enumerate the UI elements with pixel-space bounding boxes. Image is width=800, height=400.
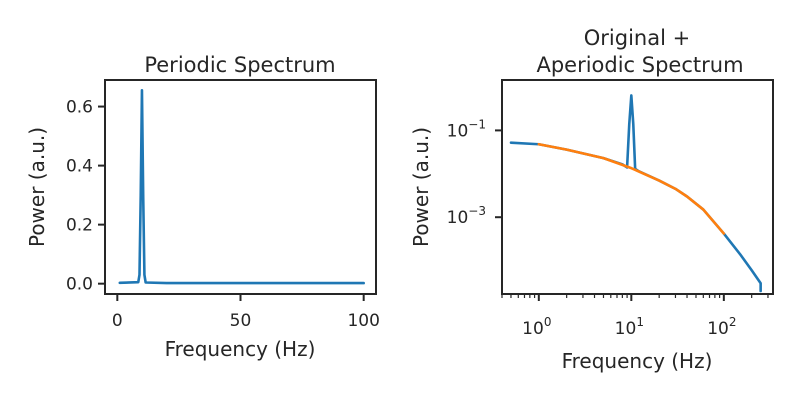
y-axis-label: Power (a.u.) bbox=[409, 127, 433, 247]
chart-title: Periodic Spectrum bbox=[144, 53, 335, 77]
plot-frame bbox=[501, 79, 774, 295]
y-tick-label: 0.2 bbox=[66, 216, 93, 236]
plot-frame bbox=[104, 79, 377, 295]
series-layer bbox=[118, 89, 365, 285]
series-line-1 bbox=[118, 89, 365, 285]
x-tick-label: 100 bbox=[347, 311, 379, 331]
x-tick-label: 0 bbox=[112, 311, 123, 331]
chart-title-line-1: Original + bbox=[584, 26, 690, 50]
y-tick-label: 10−1 bbox=[447, 117, 486, 141]
x-tick-label: 50 bbox=[230, 311, 252, 331]
series-layer bbox=[509, 94, 762, 293]
tick-layer: 100 101 102 10−1 10−3 bbox=[447, 117, 769, 339]
y-tick-label: 0.6 bbox=[66, 98, 93, 118]
y-tick-label: 0.0 bbox=[66, 275, 93, 295]
x-axis-label: Frequency (Hz) bbox=[562, 349, 713, 373]
periodic-spectrum-chart: Periodic Spectrum 0 50 100 0.0 0.2 0.4 0.6 Fre… bbox=[25, 53, 380, 361]
aperiodic-spectrum-chart: Original + Aperiodic Spectrum 100 101 1021… bbox=[409, 26, 774, 373]
tick-layer: 0 50 100 0.0 0.2 0.4 0.6 bbox=[66, 98, 380, 331]
series-line-1 bbox=[509, 94, 762, 293]
x-tick-label: 102 bbox=[707, 315, 736, 339]
x-tick-label: 100 bbox=[522, 315, 551, 339]
y-tick-label: 0.4 bbox=[66, 157, 93, 177]
x-tick-label: 101 bbox=[615, 315, 644, 339]
x-axis-label: Frequency (Hz) bbox=[165, 337, 316, 361]
y-tick-label: 10−3 bbox=[447, 204, 486, 228]
y-axis-label: Power (a.u.) bbox=[25, 127, 49, 247]
chart-title-line-2: Aperiodic Spectrum bbox=[536, 53, 743, 77]
series-line-2 bbox=[537, 142, 726, 235]
